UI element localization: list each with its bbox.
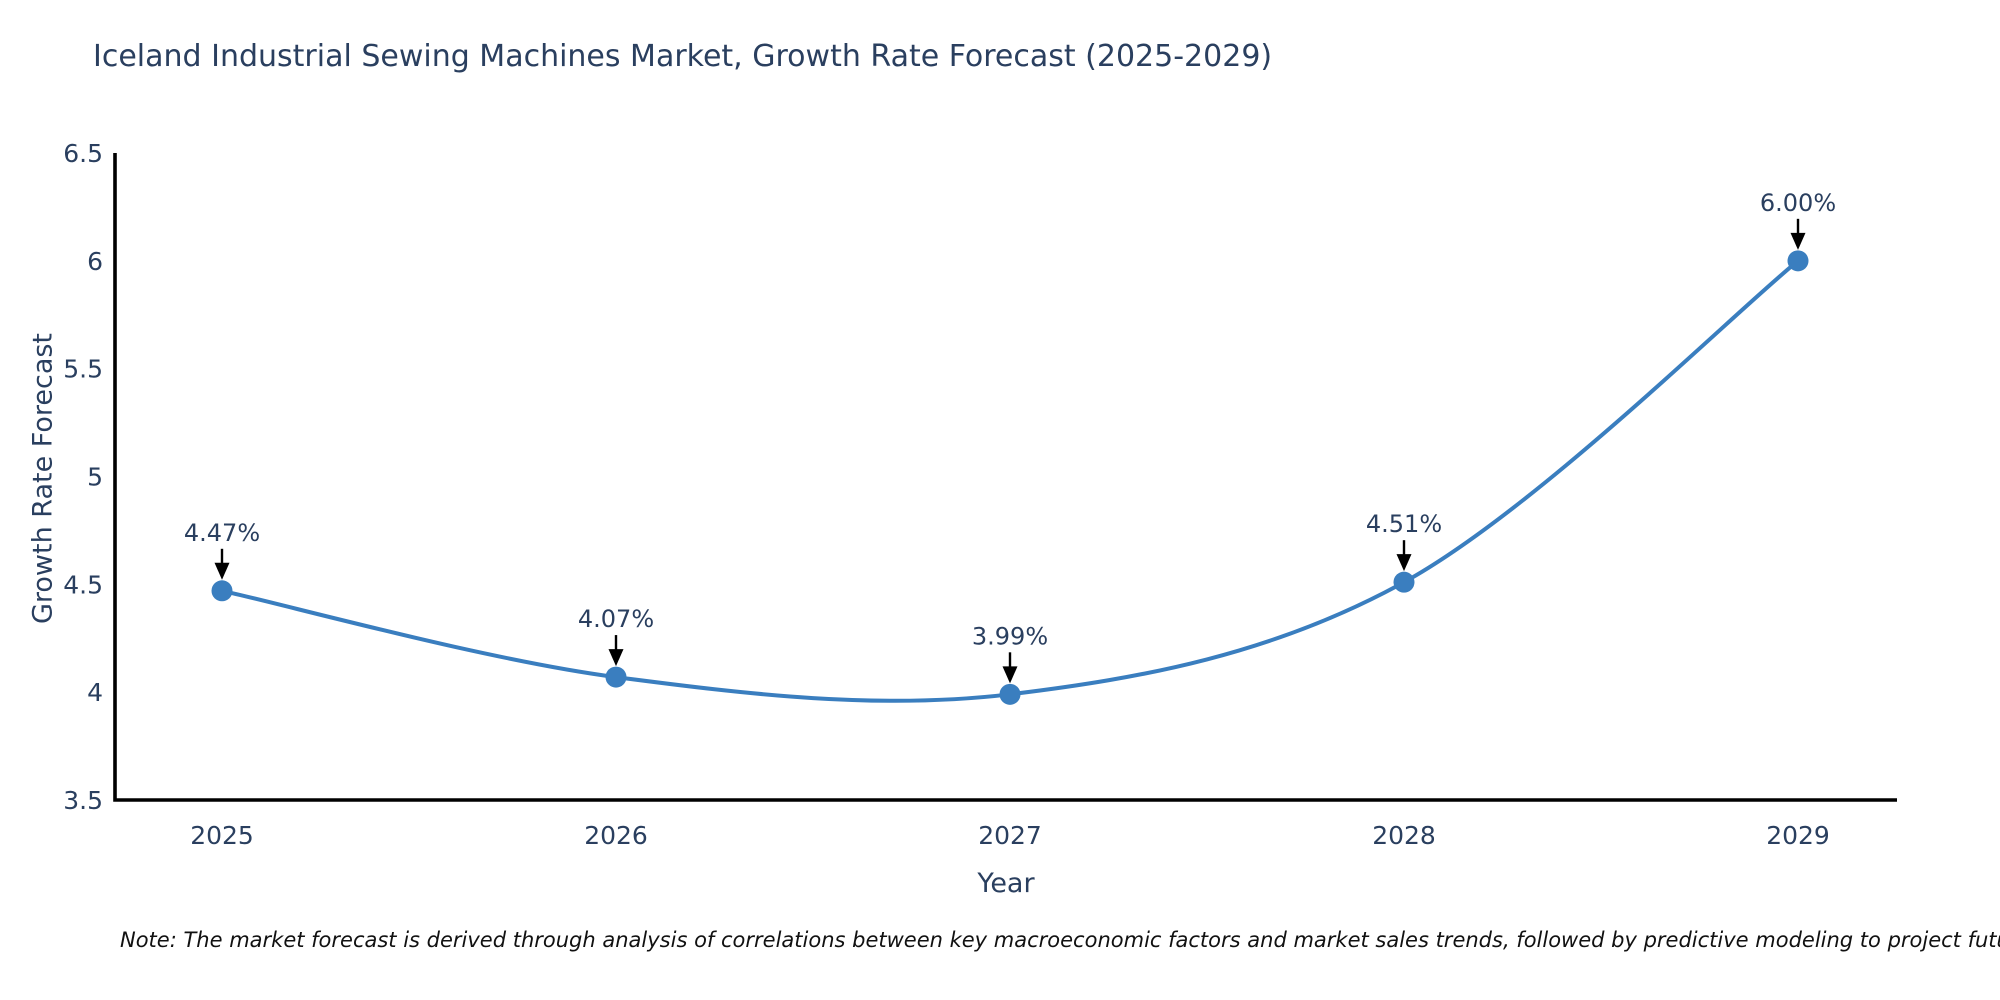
chart-title: Iceland Industrial Sewing Machines Marke… [93, 39, 1273, 74]
data-point [605, 666, 627, 688]
x-tick-label: 2029 [1766, 821, 1830, 850]
footnote: Note: The market forecast is derived thr… [120, 928, 2000, 952]
y-tick-label: 6 [87, 247, 103, 276]
annotation-arrow-head [1396, 554, 1412, 572]
y-tick-label: 4.5 [63, 570, 103, 599]
x-tick-label: 2025 [190, 821, 254, 850]
x-tick-label: 2028 [1372, 821, 1436, 850]
annotation-arrow-head [1002, 666, 1018, 684]
y-tick-label: 3.5 [63, 786, 103, 815]
y-tick-label: 5.5 [63, 355, 103, 384]
axis-lines [113, 153, 1897, 802]
point-annotation-label: 4.47% [184, 519, 260, 547]
x-axis-title: Year [977, 868, 1035, 899]
point-annotation-label: 6.00% [1760, 189, 1836, 217]
y-tick-label: 6.5 [63, 139, 103, 168]
x-tick-label: 2027 [978, 821, 1042, 850]
data-point [1393, 571, 1415, 593]
data-point [999, 683, 1021, 705]
annotation-arrow-head [1790, 232, 1806, 250]
y-tick-label: 4 [87, 678, 103, 707]
point-annotation-label: 3.99% [972, 622, 1048, 650]
point-annotation-label: 4.51% [1366, 510, 1442, 538]
data-point [1787, 250, 1809, 272]
annotation-arrow-head [214, 562, 230, 580]
annotation-arrow-head [608, 649, 624, 667]
x-tick-label: 2026 [584, 821, 648, 850]
point-annotation-label: 4.07% [578, 605, 654, 633]
data-point [211, 580, 233, 602]
y-tick-label: 5 [87, 463, 103, 492]
